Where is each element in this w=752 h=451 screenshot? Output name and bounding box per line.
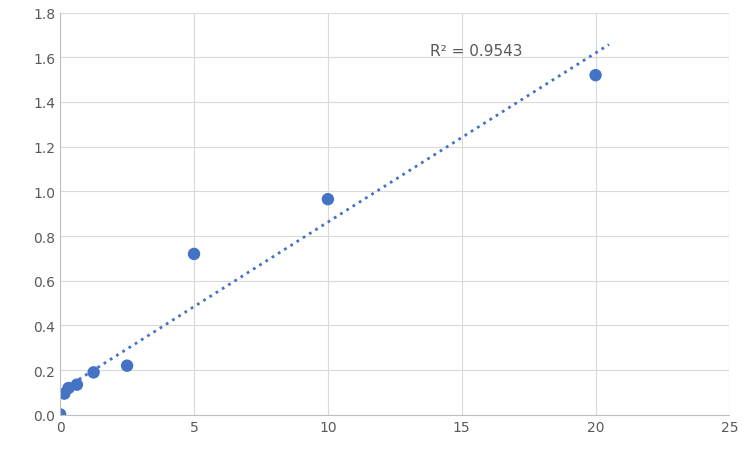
Point <box>188 251 200 258</box>
Point <box>121 362 133 369</box>
Point <box>59 390 71 397</box>
Point <box>62 385 74 392</box>
Text: R² = 0.9543: R² = 0.9543 <box>429 44 522 59</box>
Point <box>54 411 66 418</box>
Point <box>87 369 99 376</box>
Point <box>322 196 334 203</box>
Point <box>590 72 602 79</box>
Point <box>71 381 83 388</box>
